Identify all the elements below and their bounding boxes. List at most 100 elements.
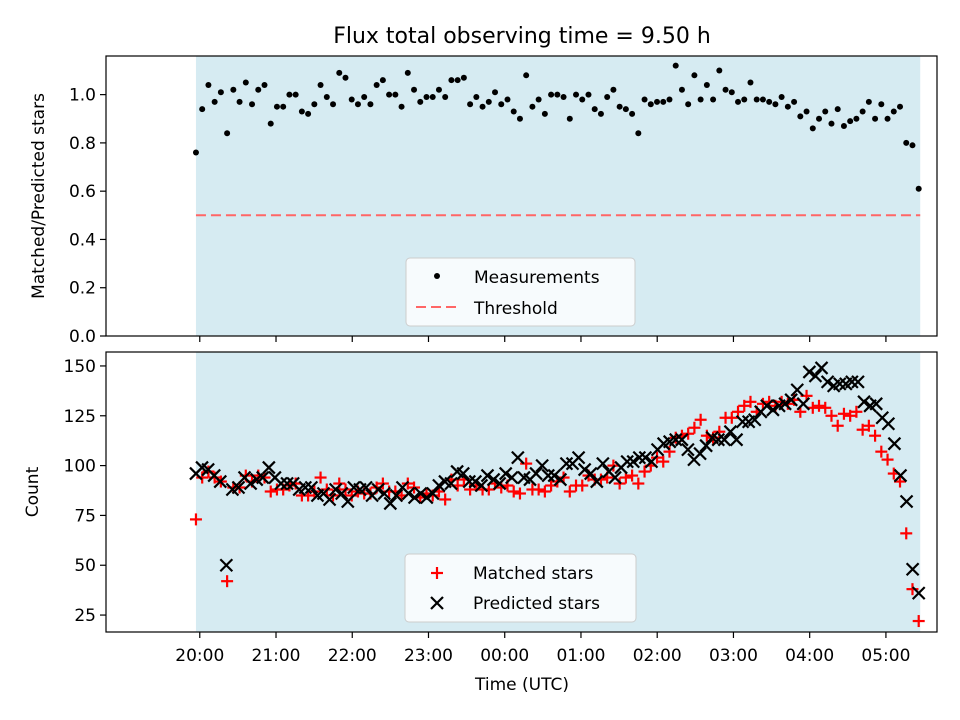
matched-star-point [862, 419, 875, 432]
legend-label-threshold: Threshold [473, 299, 558, 319]
predicted-star-point [893, 468, 908, 483]
predicted-star-point [711, 432, 726, 447]
x-tick-label: 23:00 [404, 646, 453, 666]
predicted-star-point [219, 558, 234, 573]
measurement-point [336, 69, 343, 76]
measurement-point [654, 98, 661, 105]
predicted-star-point [790, 383, 805, 397]
measurement-point [828, 120, 835, 127]
predicted-star-point [559, 456, 574, 471]
measurement-point [610, 86, 617, 93]
measurement-point [865, 98, 872, 105]
predicted-star-point [845, 375, 859, 389]
measurement-point [504, 96, 511, 103]
predicted-star-point [231, 480, 246, 495]
measurement-point [541, 110, 548, 117]
measurement-point [703, 81, 710, 88]
matched-star-point [663, 445, 676, 458]
chart-title: Flux total observing time = 9.50 h [333, 24, 711, 49]
matched-star-point [850, 405, 863, 418]
matched-star-point [520, 457, 533, 470]
matched-star-point [856, 423, 869, 436]
predicted-star-point [480, 468, 495, 483]
measurement-point [678, 86, 685, 93]
x-tick-label: 05:00 [861, 646, 910, 666]
predicted-star-point [213, 474, 228, 489]
measurement-point [884, 115, 891, 122]
measurement-point [485, 98, 492, 105]
matched-star-point [439, 493, 452, 506]
measurement-point [404, 69, 411, 76]
predicted-star-point [699, 438, 713, 453]
measurement-point [784, 103, 791, 110]
measurement-point [217, 89, 224, 96]
x-tick-label: 22:00 [328, 646, 377, 666]
matched-star-point [576, 479, 589, 492]
y-tick-label: 0.4 [69, 230, 96, 250]
matched-star-point [844, 409, 857, 422]
measurement-point [616, 103, 623, 110]
predicted-star-point [511, 450, 525, 465]
x-tick-label: 21:00 [252, 646, 301, 666]
matched-star-point [221, 575, 234, 588]
predicted-star-point [735, 414, 750, 429]
measurement-point [747, 79, 754, 86]
predicted-star-point [747, 412, 762, 427]
predicted-star-point [577, 462, 592, 477]
y-tick-label: 0.8 [69, 134, 96, 154]
predicted-star-point [529, 466, 543, 481]
axes-frame-bottom [105, 351, 938, 633]
measurement-point [759, 96, 766, 103]
ratio-y-axis-label: Matched/Predicted stars [29, 93, 49, 299]
predicted-star-point [881, 416, 896, 431]
measurement-point [367, 101, 374, 108]
predicted-star-point [608, 470, 622, 485]
matched-star-point [906, 583, 919, 596]
measurement-point [809, 125, 816, 132]
measurement-point [622, 106, 629, 113]
predicted-star-point [401, 486, 416, 501]
measurement-point [280, 103, 287, 110]
measurement-point [249, 101, 256, 108]
measurement-point [361, 94, 368, 101]
predicted-star-point [899, 494, 914, 509]
predicted-star-point [808, 369, 823, 383]
predicted-star-point [444, 476, 458, 491]
matched-star-point [694, 413, 707, 426]
measurement-point [473, 94, 480, 101]
predicted-star-point [596, 456, 610, 471]
measurement-point [691, 72, 698, 79]
matched-star-point [825, 409, 838, 422]
measurement-point [604, 94, 611, 101]
legend-bottom: Matched stars Predicted stars [404, 553, 637, 623]
measurement-point [816, 115, 823, 122]
matched-star-point [594, 473, 607, 486]
predicted-star-point [456, 466, 470, 481]
matched-star-point [682, 427, 695, 440]
x-tick-label: 01:00 [556, 646, 605, 666]
measurement-point [859, 108, 866, 115]
measurement-point [417, 98, 424, 105]
measurement-point [897, 103, 904, 110]
legend-x-marker [430, 596, 444, 610]
measurement-point [373, 81, 380, 88]
predicted-star-point [583, 466, 598, 481]
measurement-point [778, 94, 785, 101]
measurement-point [411, 86, 418, 93]
measurement-point [548, 91, 555, 98]
predicted-star-point [547, 468, 562, 483]
measurement-point [448, 77, 455, 84]
y-tick-label: 0.2 [69, 279, 96, 299]
measurement-point [803, 108, 810, 115]
measurement-point [460, 74, 467, 81]
predicted-star-point [857, 395, 871, 409]
measurement-point [398, 103, 405, 110]
predicted-star-point [322, 492, 337, 507]
predicted-star-point [814, 361, 829, 375]
predicted-star-point [541, 468, 555, 483]
predicted-star-point [262, 460, 276, 475]
measurement-point [230, 86, 237, 93]
predicted-star-point [304, 480, 319, 495]
measurement-point [205, 81, 212, 88]
x-axis-label: Time (UTC) [474, 675, 569, 695]
